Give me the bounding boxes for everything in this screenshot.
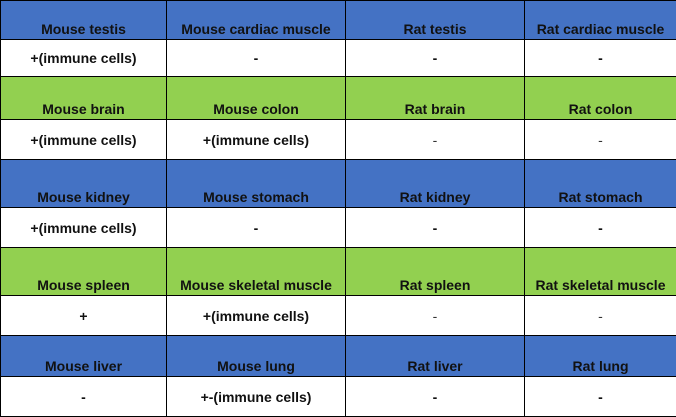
value-cell: +(immune cells) — [1, 208, 167, 248]
value-row: +(immune cells) +(immune cells) - - — [1, 120, 676, 160]
value-row: - +-(immune cells) - - — [1, 377, 676, 417]
header-cell: Rat liver — [346, 336, 525, 377]
value-cell: - — [346, 296, 525, 336]
value-cell: +-(immune cells) — [167, 377, 346, 417]
value-cell: + — [1, 296, 167, 336]
header-row: Mouse kidney Mouse stomach Rat kidney Ra… — [1, 160, 676, 208]
value-cell: - — [525, 296, 676, 336]
header-cell: Mouse liver — [1, 336, 167, 377]
header-cell: Mouse skeletal muscle — [167, 248, 346, 296]
header-cell: Mouse brain — [1, 77, 167, 120]
header-cell: Rat spleen — [346, 248, 525, 296]
header-cell: Rat cardiac muscle — [525, 1, 676, 40]
value-cell: - — [525, 120, 676, 160]
value-cell: - — [346, 40, 525, 77]
header-cell: Mouse stomach — [167, 160, 346, 208]
value-cell: - — [167, 40, 346, 77]
header-cell: Mouse spleen — [1, 248, 167, 296]
header-cell: Rat kidney — [346, 160, 525, 208]
value-cell: +(immune cells) — [1, 40, 167, 77]
header-row: Mouse liver Mouse lung Rat liver Rat lun… — [1, 336, 676, 377]
header-row: Mouse brain Mouse colon Rat brain Rat co… — [1, 77, 676, 120]
header-row: Mouse testis Mouse cardiac muscle Rat te… — [1, 1, 676, 40]
header-cell: Mouse testis — [1, 1, 167, 40]
value-cell: - — [525, 208, 676, 248]
header-cell: Mouse colon — [167, 77, 346, 120]
header-cell: Rat colon — [525, 77, 676, 120]
value-cell: +(immune cells) — [1, 120, 167, 160]
value-cell: - — [167, 208, 346, 248]
header-row: Mouse spleen Mouse skeletal muscle Rat s… — [1, 248, 676, 296]
value-cell: - — [346, 208, 525, 248]
header-cell: Mouse cardiac muscle — [167, 1, 346, 40]
value-cell: - — [525, 40, 676, 77]
value-cell: +(immune cells) — [167, 296, 346, 336]
header-cell: Rat skeletal muscle — [525, 248, 676, 296]
header-cell: Rat stomach — [525, 160, 676, 208]
value-cell: - — [525, 377, 676, 417]
header-cell: Rat lung — [525, 336, 676, 377]
value-row: +(immune cells) - - - — [1, 208, 676, 248]
value-cell: - — [1, 377, 167, 417]
header-cell: Rat testis — [346, 1, 525, 40]
value-cell: +(immune cells) — [167, 120, 346, 160]
value-row: + +(immune cells) - - — [1, 296, 676, 336]
header-cell: Mouse lung — [167, 336, 346, 377]
header-cell: Mouse kidney — [1, 160, 167, 208]
value-cell: - — [346, 120, 525, 160]
value-row: +(immune cells) - - - — [1, 40, 676, 77]
value-cell: - — [346, 377, 525, 417]
header-cell: Rat brain — [346, 77, 525, 120]
